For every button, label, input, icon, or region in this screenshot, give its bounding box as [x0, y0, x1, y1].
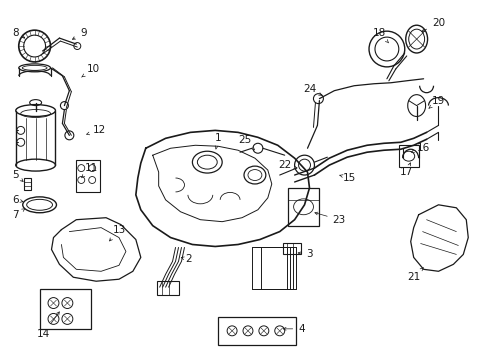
Text: 12: 12 — [86, 125, 105, 135]
Bar — [287, 188, 319, 226]
Bar — [218, 317, 295, 345]
Text: 7: 7 — [12, 209, 25, 220]
Text: 4: 4 — [283, 324, 304, 334]
Text: 9: 9 — [72, 28, 86, 39]
Text: 24: 24 — [302, 84, 321, 95]
Text: 17: 17 — [399, 163, 412, 177]
Text: 3: 3 — [298, 249, 312, 260]
Text: 25: 25 — [238, 135, 254, 150]
Bar — [156, 281, 178, 295]
Text: 23: 23 — [314, 212, 345, 225]
Text: 19: 19 — [428, 96, 444, 108]
Text: 22: 22 — [278, 160, 296, 170]
Bar — [398, 145, 418, 167]
Text: 14: 14 — [37, 312, 59, 339]
Text: 10: 10 — [81, 64, 100, 77]
Bar — [282, 243, 300, 255]
Bar — [76, 160, 100, 192]
Text: 5: 5 — [12, 170, 23, 181]
Text: 2: 2 — [181, 255, 191, 264]
Text: 18: 18 — [371, 28, 388, 43]
Bar — [24, 178, 31, 190]
Text: 20: 20 — [421, 18, 444, 32]
Text: 8: 8 — [12, 28, 24, 38]
Text: 15: 15 — [339, 173, 355, 183]
Text: 21: 21 — [406, 267, 423, 282]
Text: 1: 1 — [214, 133, 221, 149]
Text: 16: 16 — [410, 143, 429, 153]
Text: 6: 6 — [12, 195, 23, 205]
Text: 13: 13 — [109, 225, 125, 241]
Text: 11: 11 — [81, 163, 98, 178]
Bar — [40, 289, 91, 329]
